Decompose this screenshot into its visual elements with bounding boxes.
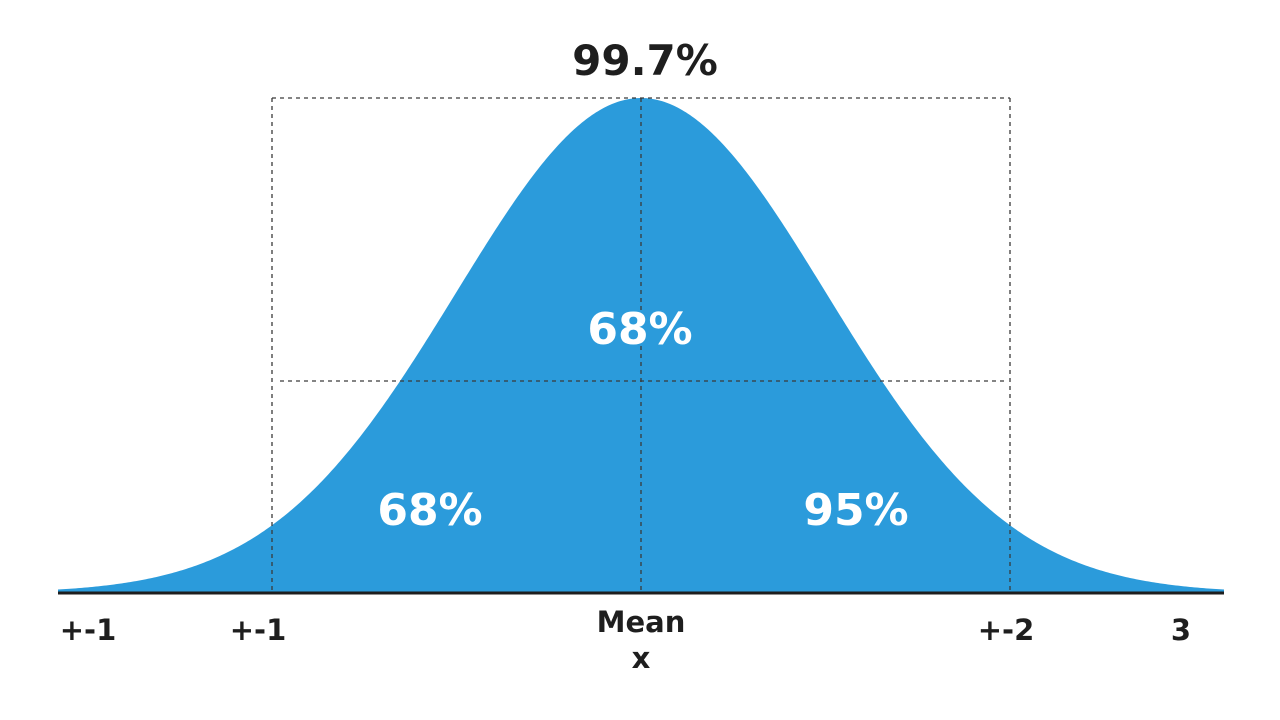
axis-label-mean: Mean bbox=[597, 605, 686, 639]
axis-label-far-right: 3 bbox=[1171, 613, 1191, 647]
right-region-label: 95% bbox=[803, 485, 908, 536]
bell-curve bbox=[58, 98, 1224, 593]
top-percentage-label: 99.7% bbox=[572, 36, 718, 85]
axis-label-mean-symbol: x bbox=[632, 641, 651, 675]
axis-label-left: +-1 bbox=[230, 613, 287, 647]
axis-label-right: +-2 bbox=[978, 613, 1035, 647]
axis-label-far-left: +-1 bbox=[60, 613, 117, 647]
center-region-label: 68% bbox=[587, 304, 692, 355]
left-region-label: 68% bbox=[377, 485, 482, 536]
